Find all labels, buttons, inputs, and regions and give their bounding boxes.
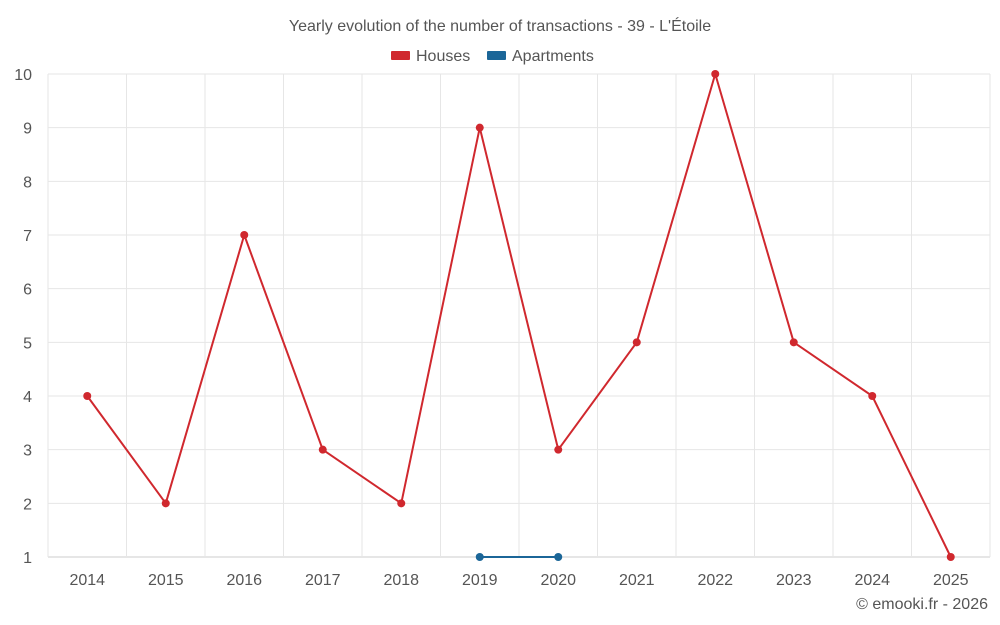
data-point-houses	[632, 338, 641, 347]
gridlines	[47, 73, 991, 558]
y-tick-label: 9	[23, 121, 32, 138]
x-tick-label: 2020	[540, 572, 576, 589]
data-point-houses	[868, 392, 877, 400]
y-axis: 1 2 3 4 5 6 7 8 9 10	[14, 67, 32, 567]
x-tick-label: 2017	[305, 572, 341, 589]
y-tick-label: 2	[23, 496, 32, 513]
series-apartments	[475, 553, 563, 561]
y-tick-label: 3	[23, 443, 32, 460]
y-tick-label: 6	[23, 282, 32, 299]
data-point-apartments	[554, 553, 563, 561]
series-layer	[83, 70, 955, 561]
data-point-houses	[83, 392, 92, 400]
data-point-houses	[711, 70, 720, 78]
data-point-apartments	[475, 553, 484, 561]
x-tick-label: 2019	[462, 572, 498, 589]
y-tick-label: 5	[23, 335, 32, 352]
series-line-houses	[86, 73, 952, 558]
legend-swatch-apartments	[487, 51, 506, 60]
legend-label-houses: Houses	[416, 48, 470, 65]
y-tick-label: 4	[23, 389, 32, 406]
data-point-houses	[554, 445, 563, 454]
y-tick-label: 1	[23, 550, 32, 567]
data-point-houses	[161, 499, 170, 508]
x-tick-label: 2023	[776, 572, 812, 589]
y-tick-label: 10	[14, 67, 32, 84]
data-point-houses	[240, 231, 249, 239]
series-houses	[83, 70, 955, 561]
x-tick-label: 2015	[148, 572, 184, 589]
chart-title: Yearly evolution of the number of transa…	[289, 16, 711, 35]
legend-item-apartments[interactable]: Apartments	[487, 48, 594, 65]
data-point-houses	[318, 445, 327, 454]
legend-label-apartments: Apartments	[512, 48, 594, 65]
legend: Houses Apartments	[391, 48, 594, 65]
x-tick-label: 2025	[933, 572, 969, 589]
data-point-houses	[475, 123, 484, 132]
x-tick-label: 2022	[697, 572, 733, 589]
x-axis: 2014 2015 2016 2017 2018 2019 2020 2021 2022 2023…	[69, 572, 968, 589]
legend-swatch-houses	[391, 51, 410, 60]
legend-item-houses[interactable]: Houses	[391, 48, 470, 65]
data-point-houses	[946, 553, 955, 561]
x-tick-label: 2024	[854, 572, 890, 589]
data-point-houses	[397, 499, 406, 508]
credit: © emooki.fr - 2026	[856, 596, 988, 613]
x-tick-label: 2016	[226, 572, 262, 589]
data-point-houses	[789, 338, 798, 347]
y-tick-label: 7	[23, 228, 32, 245]
y-tick-label: 8	[23, 174, 32, 191]
x-tick-label: 2014	[69, 572, 105, 589]
x-tick-label: 2021	[619, 572, 655, 589]
x-tick-label: 2018	[383, 572, 419, 589]
